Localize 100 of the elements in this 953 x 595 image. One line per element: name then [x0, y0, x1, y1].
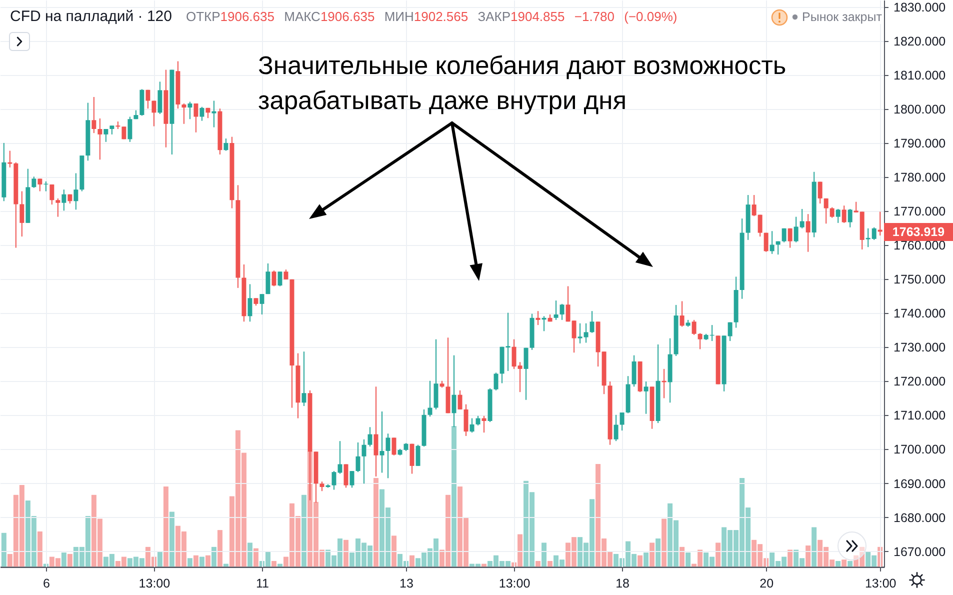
- y-tick-label: 1670.000: [894, 544, 946, 559]
- candlestick: [416, 444, 420, 466]
- candlestick: [524, 347, 528, 400]
- candlestick: [836, 208, 840, 224]
- candlestick: [428, 380, 432, 418]
- bar: [169, 512, 174, 567]
- candlestick: [122, 126, 126, 140]
- candlestick: [260, 294, 264, 315]
- candlestick: [350, 470, 354, 488]
- candlestick: [56, 198, 60, 218]
- candlestick: [842, 205, 846, 224]
- candlestick: [482, 415, 486, 434]
- candlestick: [200, 106, 204, 122]
- bar: [211, 547, 216, 567]
- candlestick: [356, 442, 360, 473]
- bar: [788, 550, 793, 567]
- candlestick: [62, 189, 66, 212]
- candlestick: [392, 437, 396, 456]
- bar: [253, 548, 258, 567]
- candlestick: [806, 214, 810, 252]
- bar: [187, 558, 192, 567]
- x-tick-label: 13:00: [864, 576, 896, 590]
- y-tick-label: 1780.000: [894, 170, 946, 184]
- candlestick: [266, 262, 270, 295]
- candlestick: [248, 284, 252, 322]
- bar: [217, 530, 222, 567]
- candlestick: [824, 198, 828, 224]
- candlestick: [104, 128, 108, 142]
- candlestick: [302, 351, 306, 407]
- y-tick-label: 1770.000: [894, 204, 946, 219]
- y-tick-label: 1830.000: [894, 0, 946, 14]
- candlestick: [98, 118, 102, 160]
- x-tick-label: 13: [400, 576, 414, 590]
- candlestick: [692, 319, 696, 336]
- text: 1763.919: [884, 222, 953, 241]
- candlestick: [818, 181, 822, 204]
- bar: [848, 561, 853, 567]
- bar: [391, 536, 396, 567]
- bar: [542, 543, 547, 567]
- candlestick: [848, 208, 852, 228]
- candlestick: [344, 464, 348, 488]
- bar: [686, 552, 691, 567]
- candlestick: [698, 332, 702, 350]
- y-tick-label: 1730.000: [894, 340, 946, 355]
- candlestick: [38, 178, 42, 192]
- bar: [373, 478, 378, 567]
- candlestick: [644, 381, 648, 414]
- candlestick: [680, 300, 684, 328]
- x-tick-label: 11: [256, 576, 269, 590]
- text: CFD на палладий · 120: [10, 8, 172, 25]
- candlestick: [50, 184, 54, 206]
- candlestick: [158, 81, 162, 115]
- candlestick: [470, 418, 474, 434]
- candlestick: [494, 372, 498, 391]
- bar: [548, 561, 553, 567]
- candlestick: [128, 116, 132, 142]
- annotation: Рынок закрыт: [801, 10, 883, 24]
- candlestick: [770, 230, 774, 254]
- candlestick: [620, 412, 624, 432]
- candlestick: [20, 190, 24, 238]
- bar: [842, 560, 847, 567]
- candlestick: [152, 100, 156, 127]
- bar: [662, 519, 667, 567]
- candlestick: [362, 438, 366, 484]
- bar: [812, 528, 817, 567]
- candlestick: [380, 410, 384, 474]
- bar: [163, 486, 168, 567]
- bar: [301, 495, 306, 567]
- candlestick: [146, 89, 150, 110]
- bar: [271, 561, 276, 567]
- y-tick-label: 1820.000: [894, 34, 946, 48]
- text: ОТКР1906.635 МАКС1906.635 МИН1902.565 ЗАКР1904.855 −1.780 (−0.09%): [186, 9, 678, 24]
- bar: [680, 547, 685, 567]
- candlestick: [182, 102, 186, 124]
- bar: [193, 556, 198, 567]
- y-tick-label: 1740.000: [894, 306, 946, 321]
- candlestick: [614, 414, 618, 442]
- candlestick: [368, 426, 372, 448]
- y-tick-label: 1760.000: [894, 238, 946, 253]
- bar: [1, 533, 6, 567]
- x-tick-label: 13:00: [498, 576, 530, 590]
- candlestick: [272, 270, 276, 287]
- candlestick: [32, 176, 36, 188]
- y-tick-label: 1810.000: [894, 68, 946, 82]
- candlestick: [284, 269, 288, 280]
- candlestick: [188, 101, 192, 120]
- candlestick: [536, 310, 540, 326]
- candlestick: [194, 102, 198, 133]
- x-tick-label: 18: [616, 576, 630, 590]
- bar: [650, 543, 655, 567]
- candlestick: [782, 228, 786, 243]
- candlestick: [74, 172, 78, 210]
- y-tick-label: 1800.000: [894, 102, 946, 116]
- bar: [199, 557, 204, 567]
- bar: [61, 552, 66, 567]
- candlestick: [560, 303, 564, 320]
- bar: [536, 561, 541, 567]
- bar: [343, 540, 348, 567]
- candlestick: [410, 443, 414, 474]
- bar: [656, 538, 661, 567]
